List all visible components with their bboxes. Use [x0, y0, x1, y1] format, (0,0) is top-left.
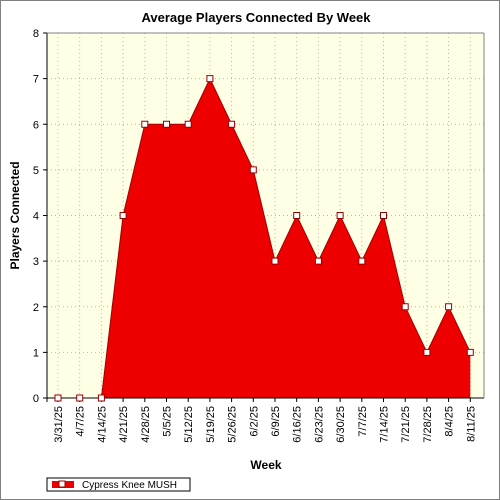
legend-marker-icon	[58, 480, 66, 488]
data-points	[54, 75, 474, 402]
series-area	[58, 78, 471, 398]
y-tick-label-2: 2	[33, 302, 39, 314]
y-axis-label: Players Connected	[8, 161, 22, 269]
data-point-5	[163, 120, 170, 128]
data-point-17	[423, 348, 431, 356]
data-point-10	[271, 257, 279, 265]
x-tick-label-9: 6/2/25	[248, 406, 260, 437]
data-point-16	[401, 303, 409, 311]
x-tick-label-19: 8/11/25	[465, 406, 477, 442]
x-axis-label: Week	[250, 458, 281, 472]
x-tick-label-0: 3/31/25	[53, 406, 65, 443]
x-tick-label-10: 6/9/25	[270, 406, 282, 437]
data-point-14	[358, 257, 366, 265]
x-tick-label-14: 7/7/25	[357, 406, 369, 437]
y-tick-label-1: 1	[33, 347, 39, 359]
data-point-4	[141, 120, 149, 128]
series-area-layer	[58, 77, 471, 399]
x-tick-label-11: 6/16/25	[292, 406, 304, 443]
x-tick-label-7: 5/19/25	[205, 406, 217, 443]
legend: Cypress Knee MUSH	[46, 477, 191, 492]
x-tick-label-18: 8/4/25	[444, 406, 456, 437]
x-axis-ticks: 3/31/25 4/7/25 4/14/25 4/21/25 4/28/25 5/5/25…	[53, 398, 477, 443]
data-point-11	[293, 212, 301, 219]
x-tick-label-8: 5/26/25	[227, 406, 239, 443]
series-line	[58, 77, 471, 399]
x-tick-label-3: 4/21/25	[118, 406, 130, 443]
x-tick-label-6: 5/12/25	[183, 406, 195, 443]
y-tick-label-5: 5	[33, 165, 39, 177]
data-point-1	[76, 394, 84, 402]
x-tick-label-17: 7/28/25	[422, 406, 434, 443]
y-tick-label-3: 3	[33, 256, 39, 268]
data-point-9	[249, 166, 257, 174]
data-point-7	[206, 75, 214, 83]
data-point-6	[184, 120, 192, 128]
x-tick-label-1: 4/7/25	[75, 406, 87, 437]
legend-box	[46, 477, 191, 492]
y-tick-label-8: 8	[33, 28, 39, 40]
data-point-3	[119, 212, 127, 219]
data-point-8	[228, 120, 236, 128]
data-point-15	[380, 212, 387, 219]
data-point-18	[445, 303, 453, 311]
x-tick-label-13: 6/30/25	[335, 406, 347, 443]
x-tick-label-2: 4/14/25	[96, 406, 108, 443]
axes	[43, 32, 485, 402]
x-tick-label-12: 6/23/25	[313, 406, 325, 443]
legend-entry-label: Cypress Knee MUSH	[82, 480, 177, 491]
x-tick-label-5: 5/5/25	[162, 406, 174, 437]
data-point-13	[336, 212, 344, 219]
data-point-2	[97, 394, 105, 402]
x-tick-label-16: 7/21/25	[400, 406, 412, 443]
data-point-0	[54, 394, 62, 402]
y-tick-label-7: 7	[33, 74, 39, 86]
chart-title: Average Players Connected By Week	[141, 10, 371, 25]
x-tick-label-4: 4/28/25	[140, 406, 152, 443]
y-tick-label-0: 0	[33, 393, 39, 405]
y-tick-label-6: 6	[33, 119, 39, 131]
y-tick-label-4: 4	[33, 211, 39, 223]
data-point-19	[466, 348, 474, 356]
y-axis-ticks: 0 1 2 3 4 5 6 7 8	[33, 28, 47, 405]
data-point-12	[314, 257, 322, 265]
x-tick-label-15: 7/14/25	[379, 406, 391, 443]
